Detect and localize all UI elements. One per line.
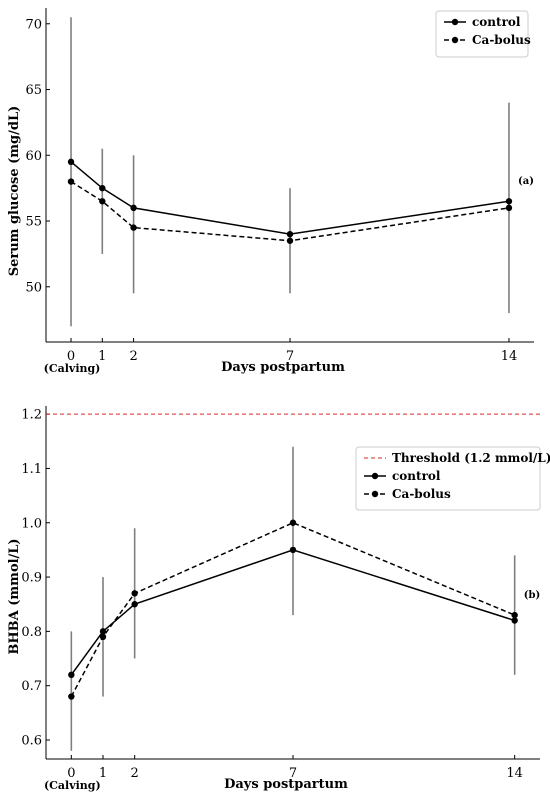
legend-label-control: control xyxy=(392,469,441,483)
y-tick-label: 55 xyxy=(25,215,42,230)
y-tick-label: 0.9 xyxy=(21,571,42,586)
y-tick-label: 1.1 xyxy=(21,462,42,477)
legend-marker-control xyxy=(451,18,459,26)
x-tick-label: 1 xyxy=(98,349,106,364)
chart-panel-b: 0.6 0.7 0.8 0.9 1.0 1.1 1.2 0 1 2 7 14 (Calving) Days… xyxy=(7,406,550,792)
data-point-control xyxy=(68,671,75,679)
legend: Threshold (1.2 mmol/L) control Ca-bolus xyxy=(355,446,550,511)
x-axis-label: Days postpartum xyxy=(221,360,345,375)
x-tick-label: 14 xyxy=(501,349,518,364)
legend-label-threshold: Threshold (1.2 mmol/L) xyxy=(392,451,550,465)
y-tick-label: 50 xyxy=(25,280,42,295)
data-point-control xyxy=(131,601,138,608)
x-tick-label: 2 xyxy=(129,349,137,364)
data-point-ca-bolus xyxy=(68,693,75,700)
y-tick-label: 60 xyxy=(25,149,42,164)
legend-marker-ca-bolus xyxy=(371,490,379,498)
legend-marker-control xyxy=(371,472,379,480)
x-tick-label: 7 xyxy=(289,766,297,781)
x-axis-label: Days postpartum xyxy=(224,777,348,792)
data-point-ca-bolus xyxy=(505,204,513,212)
y-tick-label: 0.6 xyxy=(21,733,42,748)
legend-label-ca-bolus: Ca-bolus xyxy=(472,33,531,47)
series-line-ca-bolus xyxy=(70,180,510,242)
y-tick-label: 70 xyxy=(25,17,42,32)
legend: control Ca-bolus xyxy=(435,10,531,58)
y-tick-label: 0.7 xyxy=(21,679,42,694)
x-tick-label: 7 xyxy=(286,349,294,364)
data-point-ca-bolus xyxy=(67,178,75,185)
data-point-ca-bolus xyxy=(99,198,106,205)
panel-label: (b) xyxy=(524,590,540,601)
data-point-ca-bolus xyxy=(289,519,297,526)
y-tick-label: 1.0 xyxy=(21,516,42,531)
data-point-control xyxy=(99,628,107,635)
data-point-control xyxy=(289,546,297,554)
calving-label: (Calving) xyxy=(44,779,101,792)
data-point-ca-bolus xyxy=(99,633,107,641)
data-point-control xyxy=(286,230,294,238)
y-tick-label: 1.2 xyxy=(21,408,42,423)
data-point-ca-bolus xyxy=(131,590,138,597)
legend-label-control: control xyxy=(472,15,521,29)
calving-label: (Calving) xyxy=(44,362,101,375)
x-tick-label: 14 xyxy=(506,766,523,781)
data-point-control xyxy=(130,204,137,212)
y-axis-label: BHBA (mmol/L) xyxy=(7,538,22,654)
panel-label: (a) xyxy=(518,176,534,187)
data-point-control xyxy=(99,184,106,192)
chart-panel-a: 50 55 60 65 70 0 1 2 7 14 (Calving) Days postpartum… xyxy=(7,8,534,375)
data-point-control xyxy=(67,158,75,166)
data-point-ca-bolus xyxy=(511,611,518,619)
data-point-ca-bolus xyxy=(130,224,137,231)
y-tick-label: 65 xyxy=(25,83,42,98)
data-point-ca-bolus xyxy=(286,237,294,244)
x-tick-label: 2 xyxy=(131,766,139,781)
data-point-control xyxy=(505,198,513,205)
legend-box xyxy=(355,446,541,511)
x-tick-label: 0 xyxy=(67,349,75,364)
x-tick-label: 1 xyxy=(99,766,107,781)
x-tick-label: 0 xyxy=(67,766,75,781)
legend-label-ca-bolus: Ca-bolus xyxy=(392,487,451,501)
y-tick-label: 0.8 xyxy=(21,625,42,640)
data-point-control xyxy=(511,617,518,624)
legend-marker-ca-bolus xyxy=(451,36,459,44)
y-axis-label: Serum glucose (mg/dL) xyxy=(7,106,22,277)
